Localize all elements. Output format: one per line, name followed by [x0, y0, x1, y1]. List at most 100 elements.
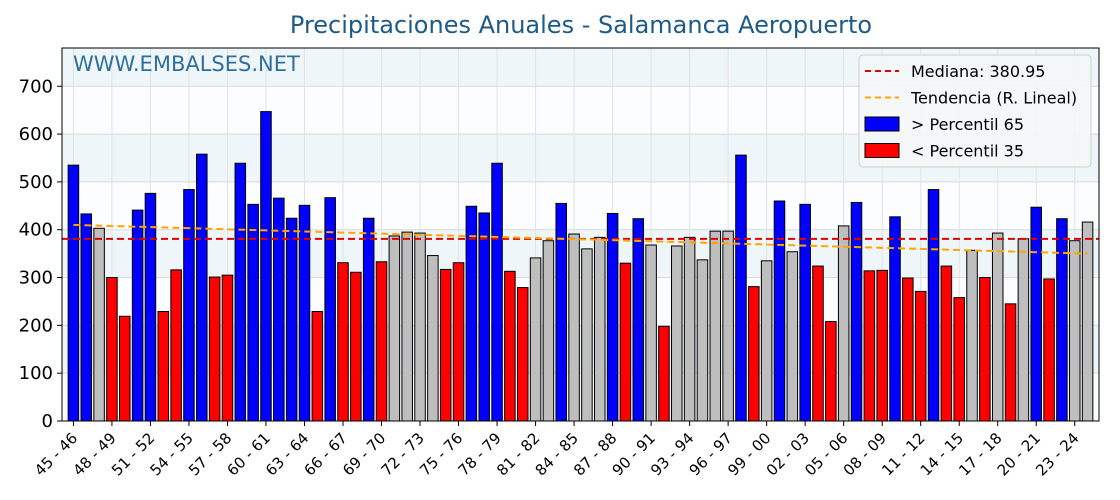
bar	[504, 270, 516, 422]
bar	[632, 218, 645, 422]
trend-line	[73, 223, 1088, 255]
bar	[234, 162, 247, 422]
bar	[414, 232, 426, 422]
bar	[439, 268, 452, 422]
bar	[812, 265, 824, 422]
bar	[542, 240, 555, 422]
bar	[388, 235, 401, 422]
bar	[1068, 240, 1081, 422]
x-tick-label: 23 - 24	[1032, 429, 1082, 479]
bar	[337, 262, 349, 422]
bar	[966, 249, 978, 422]
bar	[208, 276, 221, 422]
bar	[260, 111, 272, 422]
bar	[452, 262, 465, 422]
bar	[722, 230, 734, 422]
bar	[593, 236, 606, 422]
bar	[350, 271, 362, 422]
bar	[1081, 221, 1094, 422]
y-tick-label: 400	[19, 220, 53, 241]
bar	[837, 225, 850, 422]
bar	[93, 227, 105, 422]
bar	[1043, 278, 1055, 422]
legend-label-median: Mediana: 380.95	[911, 62, 1045, 81]
bar	[568, 233, 580, 422]
bar	[247, 203, 259, 422]
bar	[991, 232, 1004, 422]
bar	[375, 261, 388, 422]
bar	[876, 269, 888, 422]
bar	[606, 212, 619, 422]
bar	[131, 209, 144, 422]
bar	[799, 203, 811, 422]
bar	[953, 297, 965, 422]
bar	[119, 315, 131, 422]
bar	[619, 262, 632, 422]
legend-swatch-above_p65	[864, 116, 900, 132]
y-tick-label: 200	[19, 315, 53, 336]
y-tick-label: 100	[19, 363, 53, 384]
legend-label-below_p35: < Percentil 35	[911, 142, 1024, 161]
bar	[735, 154, 747, 422]
bar	[696, 259, 709, 422]
chart-title: Precipitaciones Anuales - Salamanca Aero…	[290, 11, 872, 39]
y-tick-label: 500	[19, 172, 53, 193]
bar	[709, 230, 722, 422]
bar	[401, 231, 413, 422]
bar	[645, 244, 657, 422]
background-band	[62, 181, 1099, 230]
y-tick-label: 600	[19, 124, 53, 145]
bar	[671, 245, 683, 422]
bar	[157, 310, 170, 422]
bar	[555, 202, 568, 422]
bar	[221, 274, 234, 422]
bar	[786, 251, 799, 422]
bar	[773, 200, 786, 422]
legend-swatch-below_p35	[864, 143, 900, 158]
bar	[491, 162, 503, 422]
bar	[927, 189, 940, 422]
bar	[581, 248, 593, 422]
plot-frame	[61, 47, 1100, 422]
bar	[516, 287, 529, 422]
bar	[1056, 218, 1068, 422]
bar	[914, 290, 927, 422]
bar	[80, 213, 93, 422]
bar	[196, 153, 208, 422]
watermark-text: WWW.EMBALSES.NET	[73, 52, 300, 76]
y-axis-ticks: 0 100 200 300 400 500 600 700	[19, 76, 62, 432]
bar	[902, 277, 914, 422]
y-tick-label: 700	[19, 76, 53, 97]
bar	[683, 236, 696, 422]
bar	[863, 270, 876, 422]
bar	[311, 310, 324, 422]
bar	[760, 260, 773, 422]
bar	[658, 325, 670, 422]
bar	[1017, 238, 1030, 422]
y-tick-label: 300	[19, 268, 53, 289]
bar	[298, 204, 311, 422]
legend: Mediana: 380.95 Tendencia (R. Lineal) > P…	[858, 54, 1092, 168]
legend-label-above_p65: > Percentil 65	[911, 115, 1024, 134]
bar	[67, 164, 80, 422]
bar	[825, 321, 837, 422]
bar	[940, 265, 953, 422]
bar	[748, 286, 760, 422]
legend-label-trend: Tendencia (R. Lineal)	[910, 89, 1077, 108]
bar	[478, 212, 490, 422]
bar	[979, 277, 991, 422]
bar-series	[67, 111, 1094, 422]
bar	[170, 269, 182, 422]
bar	[362, 217, 375, 422]
bar	[106, 277, 118, 422]
bar	[529, 257, 542, 422]
bar	[427, 255, 439, 422]
bar	[850, 201, 863, 422]
bar	[285, 217, 298, 422]
bar	[1004, 303, 1017, 422]
legend-box	[858, 54, 1092, 168]
y-tick-label: 0	[42, 411, 53, 432]
